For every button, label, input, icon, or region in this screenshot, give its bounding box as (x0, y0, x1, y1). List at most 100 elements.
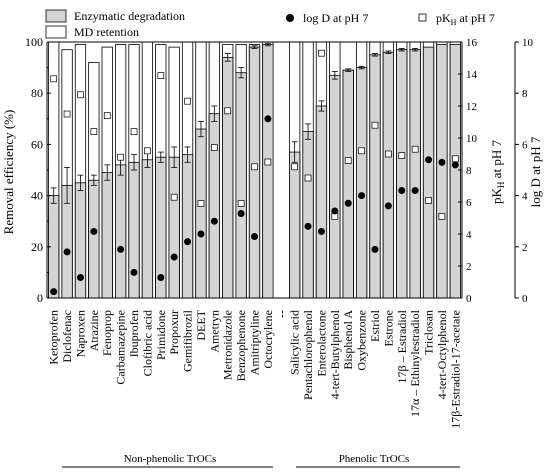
y2-tick-label: 4 (466, 229, 472, 241)
y-tick-label: 80 (31, 86, 43, 100)
bar-enzymatic-degradation (141, 159, 154, 299)
x-tick-label: Salicylic acid (288, 310, 302, 375)
bar-enzymatic-degradation (422, 46, 435, 299)
logd-marker (371, 245, 379, 253)
logd-marker (50, 288, 58, 296)
pkh-marker (438, 213, 446, 220)
pkh-marker (237, 200, 245, 207)
x-tick-label: Propoxur (167, 310, 181, 355)
pkh-marker (425, 197, 432, 204)
logd-marker (251, 233, 258, 241)
logd-marker (451, 161, 459, 169)
pkh-marker (411, 145, 419, 153)
x-tick-label: Pentachlorophenol (301, 309, 315, 400)
pkh-marker (210, 144, 218, 151)
x-tick-label: Naproxen (73, 310, 87, 357)
logd-marker (184, 238, 192, 246)
legend-swatch-md (45, 25, 67, 39)
pkh-marker (264, 158, 272, 166)
bar-enzymatic-degradation (355, 67, 368, 299)
bar-enzymatic-degradation (222, 56, 234, 299)
bar-enzymatic-degradation (115, 164, 127, 299)
x-tick-label: Benzophenone (234, 310, 248, 381)
x-tick-label: 17β – Estradiol (395, 309, 409, 383)
bar-enzymatic-degradation (208, 113, 220, 299)
bar-enzymatic-degradation (168, 156, 180, 299)
x-tick-label: Octocrylene (261, 310, 275, 369)
logd-marker (130, 268, 138, 276)
x-tick-label: Ketoprofen (47, 310, 61, 365)
y-tick-label: 100 (25, 35, 43, 49)
y3-tick-label: 4 (522, 191, 528, 203)
pkh-marker (130, 128, 138, 135)
markers-layer (50, 49, 459, 296)
y3-axis-title: log D at pH 7 (528, 136, 543, 207)
pkh-marker (451, 155, 459, 163)
y2-tick-label: 8 (466, 165, 472, 177)
legend-label-pkh: pKH at pH 7 (436, 11, 495, 27)
logd-marker (210, 217, 218, 225)
logd-marker (344, 199, 352, 207)
x-tick-label: Atrazine (87, 310, 101, 351)
logd-marker (237, 210, 245, 218)
bar-enzymatic-degradation (302, 131, 314, 299)
pkh-marker (170, 193, 178, 201)
x-tick-label: DEET (194, 309, 208, 340)
bar-enzymatic-degradation (88, 179, 100, 299)
bar-enzymatic-degradation (329, 74, 341, 299)
logd-marker (197, 230, 205, 238)
pkh-marker (358, 147, 365, 155)
bar-enzymatic-degradation (396, 49, 408, 299)
pkh-marker (224, 107, 232, 115)
x-tick-label: Bisphenol A (341, 310, 355, 370)
x-tick-label: Ametryn (207, 310, 221, 353)
bar-enzymatic-degradation (369, 54, 381, 299)
legend-marker-pkh (418, 13, 427, 22)
logd-marker (398, 186, 406, 194)
y2-axis-title: pKH at pH 7 (489, 140, 506, 204)
y2-axis-title-suffix: at pH 7 (489, 140, 504, 182)
axes-layer: 0 20 40 60 80 100 0 2 4 6 8 10 12 14 16 0 2 4 6 8 10 (25, 35, 534, 305)
y-tick-label: 40 (31, 189, 43, 203)
x-tick-label: Clofibric acid (140, 310, 154, 376)
y2-tick-label: 16 (466, 37, 478, 49)
y2-tick-label: 10 (466, 133, 478, 145)
legend-label-enzymatic: Enzymatic degradation (74, 9, 185, 23)
x-tick-label: Estrone (381, 310, 395, 347)
x-tick-label: Gemifibrozil (181, 309, 195, 372)
pkh-marker (385, 150, 392, 158)
logd-marker (384, 202, 392, 210)
bar-enzymatic-degradation (195, 128, 207, 299)
legend-label-md: MD retention (74, 25, 139, 39)
x-tick-label: Fenoprop (100, 310, 114, 356)
bar-enzymatic-degradation (101, 172, 113, 299)
pkh-marker (157, 72, 165, 79)
pkh-marker (197, 200, 205, 207)
pkh-marker (318, 49, 325, 57)
bar-enzymatic-degradation (128, 161, 140, 299)
x-tick-label: Amitriptyline (248, 310, 262, 375)
y2-tick-label: 12 (466, 101, 477, 113)
pkh-marker (398, 152, 406, 159)
y3-tick-label: 8 (522, 88, 528, 100)
x-tick-label: 17β-Estradiol-17-acetate (448, 310, 462, 429)
x-tick-label: Ibuprofen (127, 310, 141, 357)
logd-marker (425, 156, 433, 164)
bar-enzymatic-degradation (289, 151, 301, 299)
y3-tick-label: 10 (522, 37, 534, 49)
pkh-marker (251, 163, 258, 171)
bar-enzymatic-degradation (409, 49, 421, 299)
pkh-marker (144, 147, 151, 155)
bar-enzymatic-degradation (181, 154, 194, 299)
logd-marker (170, 253, 178, 261)
x-tick-label: 17α – Ethinylestradiol (408, 309, 422, 417)
x-tick-label: Primidone (154, 310, 168, 360)
y2-tick-label: 0 (466, 293, 472, 305)
legend-swatch-enzymatic (45, 9, 67, 23)
bar-enzymatic-degradation (315, 105, 328, 299)
y-tick-label: 60 (31, 137, 43, 151)
group-label-phenolic: Phenolic TrOCs (339, 453, 410, 465)
logd-marker (76, 274, 84, 282)
bar-enzymatic-degradation (248, 46, 261, 299)
